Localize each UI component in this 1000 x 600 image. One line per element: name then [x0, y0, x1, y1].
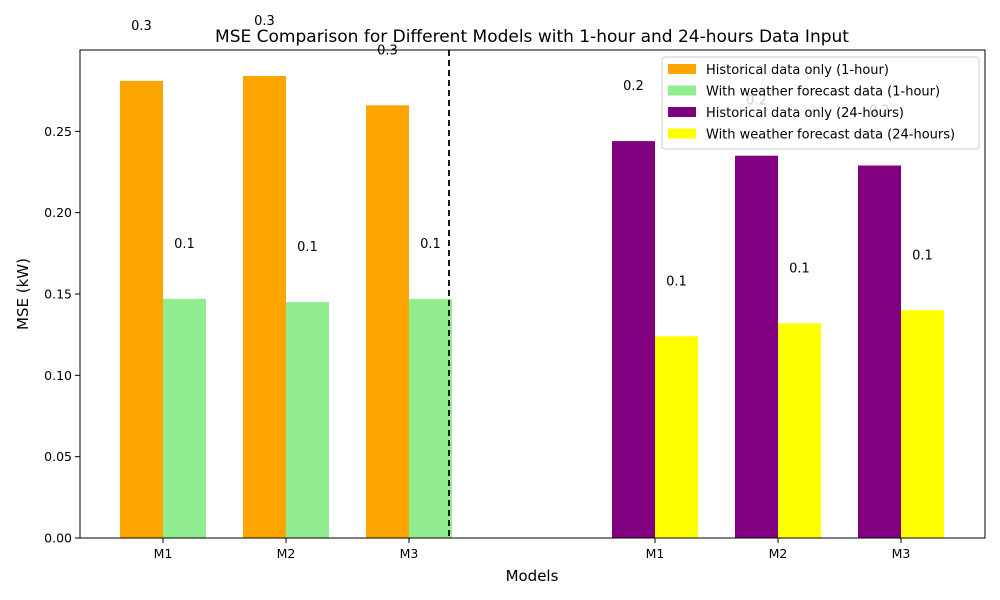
- bar-value-label: 0.1: [789, 261, 810, 276]
- y-axis: 0.00 0.05 0.10 0.15 0.20 0.25: [44, 124, 80, 546]
- legend-label: Historical data only (24-hours): [706, 106, 904, 121]
- bar-value-label: 0.1: [912, 248, 933, 263]
- legend-swatch-with-weather-forecast-data-1-hour: [668, 85, 696, 96]
- bar-historical-data-only-24-hours-m2: [735, 155, 778, 538]
- y-axis-label: MSE (kW): [14, 258, 32, 330]
- bar-value-label: 0.3: [377, 43, 398, 58]
- legend-label: With weather forecast data (1-hour): [706, 85, 940, 100]
- bar-value-label: 0.1: [174, 237, 195, 252]
- x-tick-label: M2: [769, 546, 788, 561]
- bar-with-weather-forecast-data-1-hour-m3: [409, 298, 452, 538]
- y-tick-label: 0.05: [44, 449, 72, 464]
- legend-label: Historical data only (1-hour): [706, 63, 889, 78]
- bar-with-weather-forecast-data-24-hours-m3: [901, 310, 944, 538]
- bar-with-weather-forecast-data-24-hours-m2: [778, 323, 821, 538]
- bar-historical-data-only-24-hours-m1: [612, 141, 655, 539]
- x-tick-label: M3: [892, 546, 911, 561]
- bar-value-label: 0.1: [297, 240, 318, 255]
- bar-value-label: 0.1: [666, 274, 687, 289]
- x-axis: M1 M2 M3 M1 M2 M3: [154, 538, 911, 561]
- bar-with-weather-forecast-data-1-hour-m1: [163, 298, 206, 538]
- bar-historical-data-only-1-hour-m3: [366, 105, 409, 538]
- legend-swatch-with-weather-forecast-data-24-hours: [668, 128, 696, 139]
- y-tick-label: 0.10: [44, 368, 72, 383]
- bar-with-weather-forecast-data-1-hour-m2: [286, 302, 329, 538]
- legend-swatch-historical-data-only-1-hour: [668, 64, 696, 74]
- x-tick-label: M1: [154, 546, 173, 561]
- bar-value-label: 0.2: [623, 79, 644, 94]
- bar-historical-data-only-1-hour-m1: [120, 80, 163, 538]
- x-axis-label: Models: [506, 567, 559, 585]
- x-tick-label: M2: [277, 546, 296, 561]
- legend: Historical data only (1-hour) With weathe…: [661, 56, 980, 150]
- y-tick-label: 0.20: [44, 205, 72, 220]
- x-tick-label: M3: [400, 546, 419, 561]
- legend-swatch-historical-data-only-24-hours: [668, 107, 696, 117]
- y-tick-label: 0.15: [44, 287, 72, 302]
- bars: [120, 76, 944, 539]
- bar-historical-data-only-1-hour-m2: [243, 76, 286, 538]
- y-tick-label: 0.25: [44, 124, 72, 139]
- y-tick-label: 0.00: [44, 531, 72, 546]
- bar-value-label: 0.3: [254, 14, 275, 29]
- chart-title: MSE Comparison for Different Models with…: [215, 27, 849, 47]
- legend-label: With weather forecast data (24-hours): [706, 128, 955, 143]
- bar-value-label: 0.1: [420, 237, 441, 252]
- legend-box: [661, 56, 980, 150]
- bar-historical-data-only-24-hours-m3: [858, 165, 901, 538]
- x-tick-label: M1: [646, 546, 665, 561]
- bar-value-label: 0.3: [131, 19, 152, 34]
- bar-with-weather-forecast-data-24-hours-m1: [655, 336, 698, 538]
- plot-area: 0.30.10.30.10.30.10.20.10.20.10.20.1: [79, 14, 986, 539]
